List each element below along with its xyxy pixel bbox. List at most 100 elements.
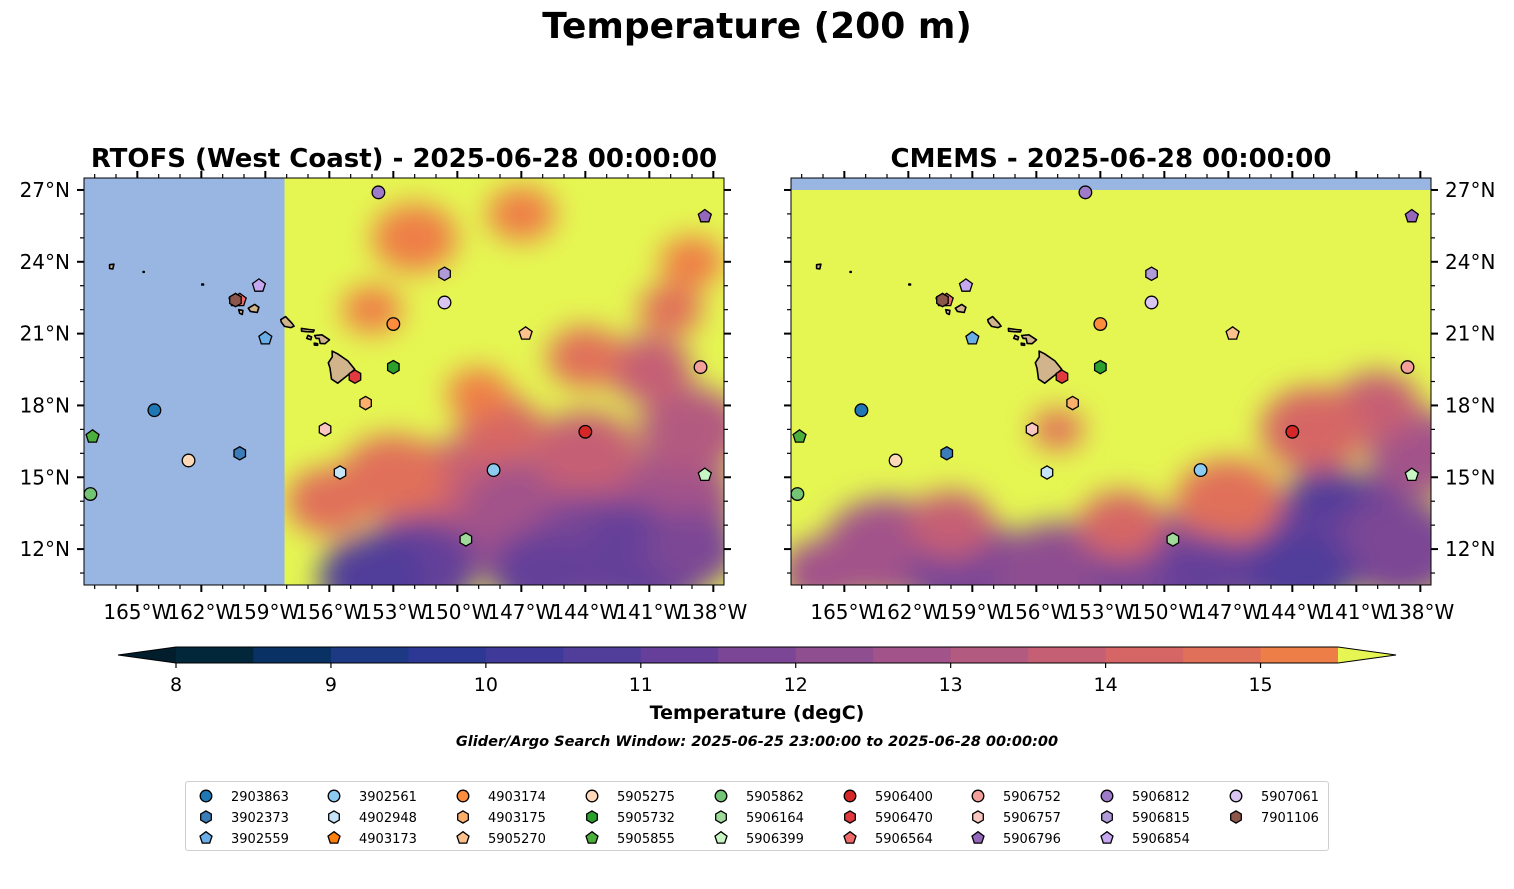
x-tick-label: 153°W <box>1066 600 1134 624</box>
float-marker-4903175 <box>359 395 372 411</box>
float-marker-5905862 <box>791 487 805 501</box>
x-tick-label: 147°W <box>487 600 555 624</box>
float-marker-5906164 <box>459 532 473 547</box>
legend-label: 3902373 <box>231 811 289 826</box>
y-tick-label: 21°N <box>1445 322 1495 346</box>
colorbar-bin <box>253 647 332 663</box>
y-tick-label: 24°N <box>20 250 70 274</box>
colorbar-bin <box>795 647 874 663</box>
colorbar-bin <box>718 647 797 663</box>
float-marker-4902948 <box>1040 465 1054 480</box>
x-tick-label: 159°W <box>938 600 1006 624</box>
x-tick-label: 141°W <box>1322 600 1390 624</box>
float-marker-5906796 <box>697 208 713 223</box>
colorbar-tick-label: 10 <box>474 674 498 696</box>
temperature-cell <box>1260 386 1367 473</box>
island-oahu <box>986 315 1002 329</box>
colorbar-bin <box>1028 647 1107 663</box>
island-hawaii <box>1034 350 1063 385</box>
x-tick-label: 162°W <box>874 600 942 624</box>
panel-title: CMEMS - 2025-06-28 00:00:00 <box>891 144 1332 174</box>
float-marker-2903863 <box>147 403 162 418</box>
float-marker-5906752 <box>1400 360 1415 375</box>
temperature-cell <box>546 326 624 389</box>
legend-marker-4903173 <box>327 830 341 844</box>
temperature-cell <box>1292 463 1357 515</box>
legend-marker-5905862 <box>714 789 728 803</box>
x-tick-label: 138°W <box>1386 600 1454 624</box>
float-marker-5906815 <box>1145 266 1158 282</box>
legend-marker-5906757 <box>972 810 984 824</box>
float-marker-3902561 <box>1193 463 1208 478</box>
temperature-cell <box>1175 458 1282 544</box>
x-tick-label: 147°W <box>1194 600 1262 624</box>
temperature-field <box>84 178 724 585</box>
float-marker-5906854 <box>958 278 974 292</box>
no-data-region <box>791 178 1431 190</box>
legend-marker-5906812 <box>1100 789 1114 803</box>
float-marker-2903863 <box>854 403 869 418</box>
colorbar-bin <box>1183 647 1262 663</box>
colorbar-tick-label: 12 <box>784 674 808 696</box>
temperature-cell <box>645 511 724 585</box>
legend-label: 5905275 <box>617 790 675 805</box>
temperature-cell <box>446 367 511 420</box>
float-marker-5907061 <box>1144 295 1159 310</box>
legend-label: 5906564 <box>875 832 933 847</box>
axis-ticks <box>77 171 731 592</box>
legend-marker-4903174 <box>456 789 470 803</box>
colorbar-bin <box>330 647 409 663</box>
temperature-cell <box>532 410 639 496</box>
legend-label: 5905862 <box>746 790 804 805</box>
legend-marker-4903175 <box>457 810 469 824</box>
temperature-cell <box>791 538 866 585</box>
land <box>815 263 1063 385</box>
island-molokai <box>1007 327 1023 333</box>
colorbar-bin <box>176 647 254 663</box>
legend-marker-3902373 <box>200 810 212 824</box>
islet-necker <box>849 270 853 274</box>
float-marker-5905732 <box>386 359 400 375</box>
y-tick-label: 15°N <box>1445 465 1495 489</box>
float-marker-5907061 <box>437 295 452 310</box>
islet-nihoa <box>907 283 912 286</box>
float-marker-5905270 <box>518 325 533 340</box>
land <box>108 263 356 385</box>
legend-label: 4903174 <box>488 790 546 805</box>
legend-label: 4902948 <box>359 811 417 826</box>
island-niihau <box>944 308 951 316</box>
temperature-contours <box>791 371 1431 585</box>
island-kahoolawe <box>313 342 319 347</box>
island-niihau <box>237 308 244 316</box>
islet-nihoa <box>201 283 205 286</box>
float-marker-5906399 <box>1404 467 1420 482</box>
float-marker-4902948 <box>333 465 347 480</box>
float-marker-5906400 <box>1285 424 1300 439</box>
panel-title: RTOFS (West Coast) - 2025-06-28 00:00:00 <box>91 144 717 174</box>
x-tick-label: 144°W <box>551 600 619 624</box>
colorbar-tick-label: 13 <box>939 674 963 696</box>
legend-marker-5906564 <box>843 830 857 844</box>
float-marker-5906815 <box>438 266 451 282</box>
float-marker-5906757 <box>1025 422 1039 437</box>
legend-marker-3902561 <box>327 789 341 803</box>
x-tick-label: 156°W <box>295 600 363 624</box>
temperature-cell <box>487 186 556 242</box>
y-tick-label: 12°N <box>1445 537 1495 561</box>
temperature-cell <box>318 535 426 585</box>
island-lanai <box>305 334 313 341</box>
legend-marker-5906470 <box>844 810 856 824</box>
legend-marker-5905270 <box>456 830 470 844</box>
float-marker-5906470 <box>348 369 362 385</box>
float-marker-5906757 <box>318 422 332 437</box>
colorbar-bin <box>950 647 1029 663</box>
legend-label: 5906400 <box>875 790 933 805</box>
no-data-region <box>84 178 285 585</box>
figure-title: Temperature (200 m) <box>542 6 972 47</box>
x-tick-label: 138°W <box>679 600 747 624</box>
temperature-cell <box>638 386 724 473</box>
float-legend: 2903863 3902373 3902559 3902561 4902948 49031… <box>185 781 1329 851</box>
float-marker-5906854 <box>251 278 267 292</box>
float-marker-5905275 <box>181 453 196 468</box>
